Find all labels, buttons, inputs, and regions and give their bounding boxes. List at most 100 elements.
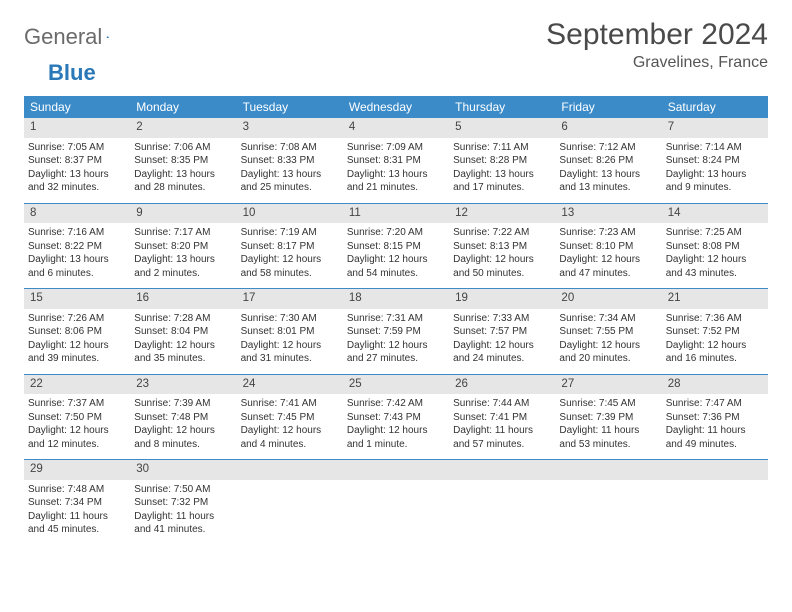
day-number: 15 xyxy=(24,288,130,309)
daylight-line: Daylight: 13 hours xyxy=(347,168,445,182)
day-number: 27 xyxy=(555,374,661,395)
sun-sunset: Sunset: 7:43 PM xyxy=(347,411,445,425)
sun-sunset: Sunset: 8:31 PM xyxy=(347,154,445,168)
daylight-line: Daylight: 12 hours xyxy=(666,339,764,353)
daylight-line: and 24 minutes. xyxy=(453,352,551,366)
sun-sunrise: Sunrise: 7:48 AM xyxy=(28,483,126,497)
day-number: 8 xyxy=(24,203,130,224)
daylight-line: and 54 minutes. xyxy=(347,267,445,281)
sun-sunrise: Sunrise: 7:06 AM xyxy=(134,141,232,155)
daylight-line: Daylight: 11 hours xyxy=(453,424,551,438)
sun-sunrise: Sunrise: 7:37 AM xyxy=(28,397,126,411)
empty-cell: . xyxy=(237,459,343,545)
sun-sunset: Sunset: 8:17 PM xyxy=(241,240,339,254)
daylight-line: Daylight: 12 hours xyxy=(559,339,657,353)
week-row: 8Sunrise: 7:16 AMSunset: 8:22 PMDaylight… xyxy=(24,203,768,289)
daylight-line: Daylight: 12 hours xyxy=(666,253,764,267)
day-cell: 6Sunrise: 7:12 AMSunset: 8:26 PMDaylight… xyxy=(555,118,661,203)
sun-sunrise: Sunrise: 7:26 AM xyxy=(28,312,126,326)
day-cell: 26Sunrise: 7:44 AMSunset: 7:41 PMDayligh… xyxy=(449,374,555,460)
daylight-line: Daylight: 12 hours xyxy=(453,253,551,267)
sun-sunrise: Sunrise: 7:19 AM xyxy=(241,226,339,240)
daylight-line: Daylight: 13 hours xyxy=(241,168,339,182)
day-cell: 12Sunrise: 7:22 AMSunset: 8:13 PMDayligh… xyxy=(449,203,555,289)
day-cell: 4Sunrise: 7:09 AMSunset: 8:31 PMDaylight… xyxy=(343,118,449,203)
sun-sunset: Sunset: 7:34 PM xyxy=(28,496,126,510)
day-cell: 19Sunrise: 7:33 AMSunset: 7:57 PMDayligh… xyxy=(449,288,555,374)
month-title: September 2024 xyxy=(546,18,768,52)
daylight-line: and 27 minutes. xyxy=(347,352,445,366)
sun-sunrise: Sunrise: 7:25 AM xyxy=(666,226,764,240)
sun-sunrise: Sunrise: 7:16 AM xyxy=(28,226,126,240)
sun-sunrise: Sunrise: 7:22 AM xyxy=(453,226,551,240)
logo-text-2: Blue xyxy=(48,60,96,86)
daylight-line: and 57 minutes. xyxy=(453,438,551,452)
logo-sail-icon xyxy=(106,27,109,47)
sun-sunset: Sunset: 8:35 PM xyxy=(134,154,232,168)
week-row: 1 Sunrise: 7:05 AMSunset: 8:37 PM Daylight… xyxy=(24,118,768,203)
sun-sunset: Sunset: 7:59 PM xyxy=(347,325,445,339)
day-header: Friday xyxy=(555,96,661,118)
daylight-line: Daylight: 12 hours xyxy=(347,253,445,267)
sun-sunset: Sunset: 8:06 PM xyxy=(28,325,126,339)
day-header: Saturday xyxy=(662,96,768,118)
daylight-line: and 4 minutes. xyxy=(241,438,339,452)
daylight-line: Daylight: 11 hours xyxy=(559,424,657,438)
day-number: 25 xyxy=(343,374,449,395)
daylight-line: and 1 minute. xyxy=(347,438,445,452)
daylight-line: Daylight: 11 hours xyxy=(134,510,232,524)
sun-sunset: Sunset: 8:13 PM xyxy=(453,240,551,254)
daylight-line: Daylight: 12 hours xyxy=(347,424,445,438)
sun-sunset: Sunset: 7:57 PM xyxy=(453,325,551,339)
sun-sunset: Sunset: 8:28 PM xyxy=(453,154,551,168)
sun-sunset: Sunset: 7:52 PM xyxy=(666,325,764,339)
day-cell: 30Sunrise: 7:50 AMSunset: 7:32 PMDayligh… xyxy=(130,459,236,545)
sun-sunset: Sunset: 8:37 PM xyxy=(28,154,126,168)
daylight-line: and 39 minutes. xyxy=(28,352,126,366)
day-number: . xyxy=(449,459,555,480)
day-number: 21 xyxy=(662,288,768,309)
daylight-line: and 31 minutes. xyxy=(241,352,339,366)
day-cell: 3Sunrise: 7:08 AMSunset: 8:33 PMDaylight… xyxy=(237,118,343,203)
daylight-line: Daylight: 12 hours xyxy=(559,253,657,267)
daylight-line: and 20 minutes. xyxy=(559,352,657,366)
day-number: 29 xyxy=(24,459,130,480)
sun-sunset: Sunset: 8:10 PM xyxy=(559,240,657,254)
calendar: SundayMondayTuesdayWednesdayThursdayFrid… xyxy=(24,96,768,545)
daylight-line: Daylight: 12 hours xyxy=(134,339,232,353)
day-number: . xyxy=(662,459,768,480)
sun-sunset: Sunset: 7:55 PM xyxy=(559,325,657,339)
day-number: 6 xyxy=(555,118,661,138)
daylight-line: and 49 minutes. xyxy=(666,438,764,452)
day-number: 18 xyxy=(343,288,449,309)
day-number: 11 xyxy=(343,203,449,224)
daylight-line: Daylight: 12 hours xyxy=(241,424,339,438)
day-cell: 20Sunrise: 7:34 AMSunset: 7:55 PMDayligh… xyxy=(555,288,661,374)
daylight-line: Daylight: 13 hours xyxy=(134,168,232,182)
day-number: 3 xyxy=(237,118,343,138)
day-number: 9 xyxy=(130,203,236,224)
day-number: 1 xyxy=(24,118,130,138)
sun-sunrise: Sunrise: 7:44 AM xyxy=(453,397,551,411)
sun-sunrise: Sunrise: 7:41 AM xyxy=(241,397,339,411)
day-number: 20 xyxy=(555,288,661,309)
sun-sunrise: Sunrise: 7:20 AM xyxy=(347,226,445,240)
day-number: 13 xyxy=(555,203,661,224)
day-cell: 7Sunrise: 7:14 AMSunset: 8:24 PMDaylight… xyxy=(662,118,768,203)
sun-sunrise: Sunrise: 7:05 AM xyxy=(28,141,126,155)
day-cell: 23Sunrise: 7:39 AMSunset: 7:48 PMDayligh… xyxy=(130,374,236,460)
week-row: 15 Sunrise: 7:26 AMSunset: 8:06 PM Dayligh… xyxy=(24,288,768,374)
week-row: 29 Sunrise: 7:48 AMSunset: 7:34 PM Dayligh… xyxy=(24,459,768,545)
daylight-line: Daylight: 13 hours xyxy=(559,168,657,182)
daylight-line: and 16 minutes. xyxy=(666,352,764,366)
daylight-line: Daylight: 12 hours xyxy=(28,424,126,438)
daylight-line: and 21 minutes. xyxy=(347,181,445,195)
day-cell: 1Sunrise: 7:05 AMSunset: 8:37 PMDaylight… xyxy=(24,118,130,203)
sun-sunset: Sunset: 7:39 PM xyxy=(559,411,657,425)
sun-sunset: Sunset: 7:45 PM xyxy=(241,411,339,425)
sun-sunrise: Sunrise: 7:28 AM xyxy=(134,312,232,326)
day-number: . xyxy=(343,459,449,480)
sun-sunrise: Sunrise: 7:42 AM xyxy=(347,397,445,411)
sun-sunrise: Sunrise: 7:47 AM xyxy=(666,397,764,411)
day-cell: 25 Sunrise: 7:42 AMSunset: 7:43 PMDayligh… xyxy=(343,374,449,460)
